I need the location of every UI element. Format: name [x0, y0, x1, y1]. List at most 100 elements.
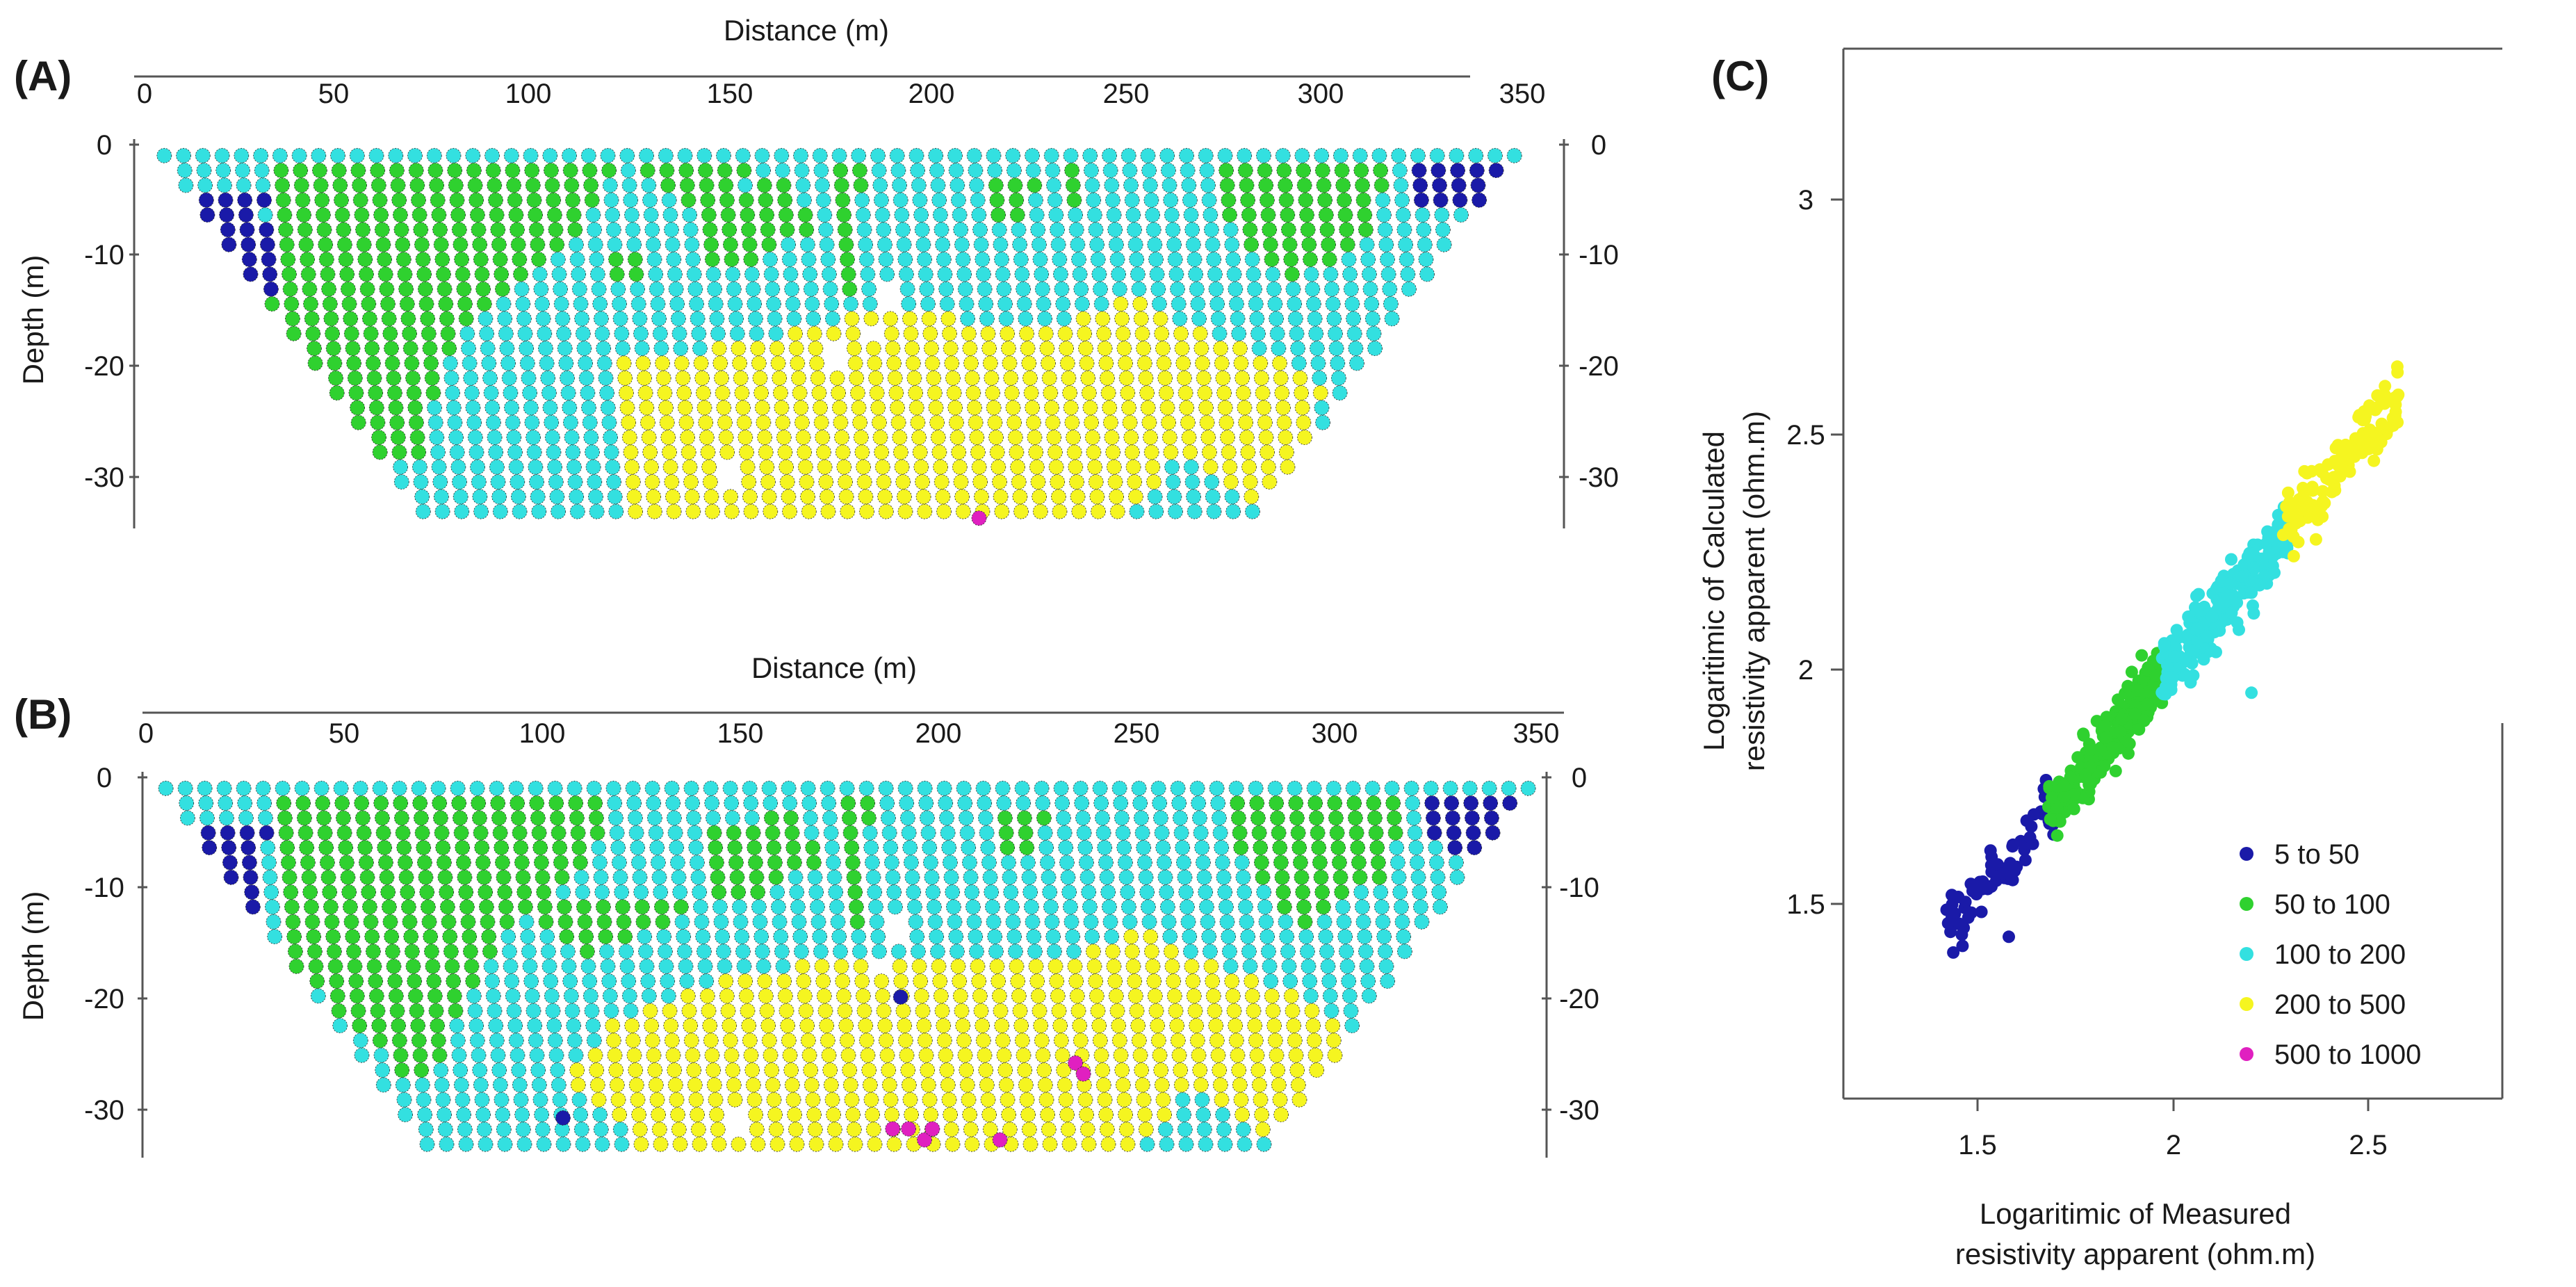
section-point	[625, 780, 641, 796]
section-point	[1267, 296, 1283, 312]
section-point	[432, 474, 448, 489]
section-point	[906, 884, 922, 900]
section-point	[1431, 884, 1447, 900]
section-point	[1203, 207, 1218, 223]
section-point	[835, 192, 851, 208]
section-point	[457, 296, 473, 312]
section-point	[495, 1107, 510, 1122]
section-point	[1176, 1107, 1191, 1122]
section-point	[1406, 810, 1421, 826]
section-point	[538, 914, 554, 930]
section-point	[412, 459, 427, 475]
section-point	[991, 222, 1007, 238]
section-point	[878, 1033, 894, 1049]
section-point	[683, 1033, 699, 1049]
section-point	[519, 914, 535, 930]
section-point	[1071, 503, 1087, 519]
section-point	[1143, 192, 1159, 208]
section-point	[508, 207, 524, 223]
section-point	[928, 400, 944, 416]
section-point	[690, 855, 705, 871]
section-point	[524, 988, 540, 1004]
section-point	[943, 1107, 958, 1122]
section-point	[1146, 222, 1161, 238]
section-point	[603, 430, 618, 445]
section-point	[1364, 296, 1380, 312]
section-point	[241, 236, 256, 252]
section-point	[1109, 252, 1125, 268]
section-point	[621, 988, 637, 1004]
section-point	[630, 1092, 646, 1108]
section-point	[562, 973, 578, 989]
section-point	[1053, 1033, 1069, 1049]
scatter-point	[2281, 486, 2294, 499]
section-point	[844, 311, 860, 327]
section-point	[725, 810, 740, 826]
section-point	[724, 503, 740, 519]
section-point	[375, 236, 391, 252]
section-point	[551, 1077, 566, 1093]
section-point	[1144, 944, 1159, 960]
section-point	[334, 192, 349, 208]
section-point	[952, 973, 968, 989]
section-point	[1323, 266, 1339, 282]
section-point	[519, 355, 535, 371]
section-point	[879, 266, 895, 282]
scatter-point	[2149, 669, 2162, 682]
section-point	[907, 899, 922, 915]
section-point	[458, 311, 474, 327]
section-point	[1150, 281, 1166, 297]
section-point	[623, 1003, 639, 1019]
section-point	[1180, 163, 1196, 179]
section-point	[1071, 252, 1086, 268]
section-point	[1100, 884, 1116, 900]
section-point	[545, 1003, 561, 1019]
section-point	[531, 1077, 547, 1093]
section-point	[933, 459, 948, 475]
section-point	[798, 1003, 814, 1019]
section-point	[908, 914, 924, 930]
section-point	[616, 914, 632, 930]
section-point	[810, 370, 826, 386]
section-point	[1247, 281, 1262, 297]
section-point	[1132, 296, 1148, 312]
section-point	[776, 430, 792, 445]
section-point	[1000, 325, 1016, 341]
section-point	[349, 988, 365, 1004]
section-point	[997, 1062, 1013, 1078]
section-point	[437, 1122, 453, 1138]
section-point	[1348, 810, 1363, 826]
section-point	[1114, 810, 1130, 826]
section-point	[1257, 414, 1273, 430]
section-point	[1001, 855, 1016, 871]
section-point	[1038, 325, 1054, 341]
section-point	[1300, 944, 1315, 960]
scatter-point	[2224, 576, 2237, 590]
section-point	[879, 1047, 895, 1063]
section-point	[1348, 341, 1364, 357]
section-point	[651, 1107, 666, 1122]
scatter-point	[2386, 412, 2399, 425]
section-point	[644, 459, 659, 475]
section-point	[257, 207, 273, 223]
section-point	[1294, 400, 1310, 416]
section-point	[728, 311, 744, 327]
section-point	[1044, 914, 1060, 930]
section-point	[820, 1033, 835, 1049]
section-point	[1123, 929, 1139, 944]
section-point	[967, 400, 982, 416]
section-point	[699, 430, 715, 445]
panel-b-xtick-300: 300	[1312, 718, 1358, 749]
section-point	[858, 780, 874, 796]
section-point	[436, 266, 451, 282]
section-point	[979, 825, 995, 841]
section-point	[410, 1018, 426, 1033]
section-point	[543, 973, 559, 989]
section-point	[456, 281, 472, 297]
section-point	[465, 147, 481, 163]
section-point	[1161, 914, 1177, 930]
section-point	[1231, 1062, 1247, 1078]
section-point	[567, 474, 583, 489]
section-point	[370, 163, 386, 179]
section-point	[284, 899, 300, 915]
